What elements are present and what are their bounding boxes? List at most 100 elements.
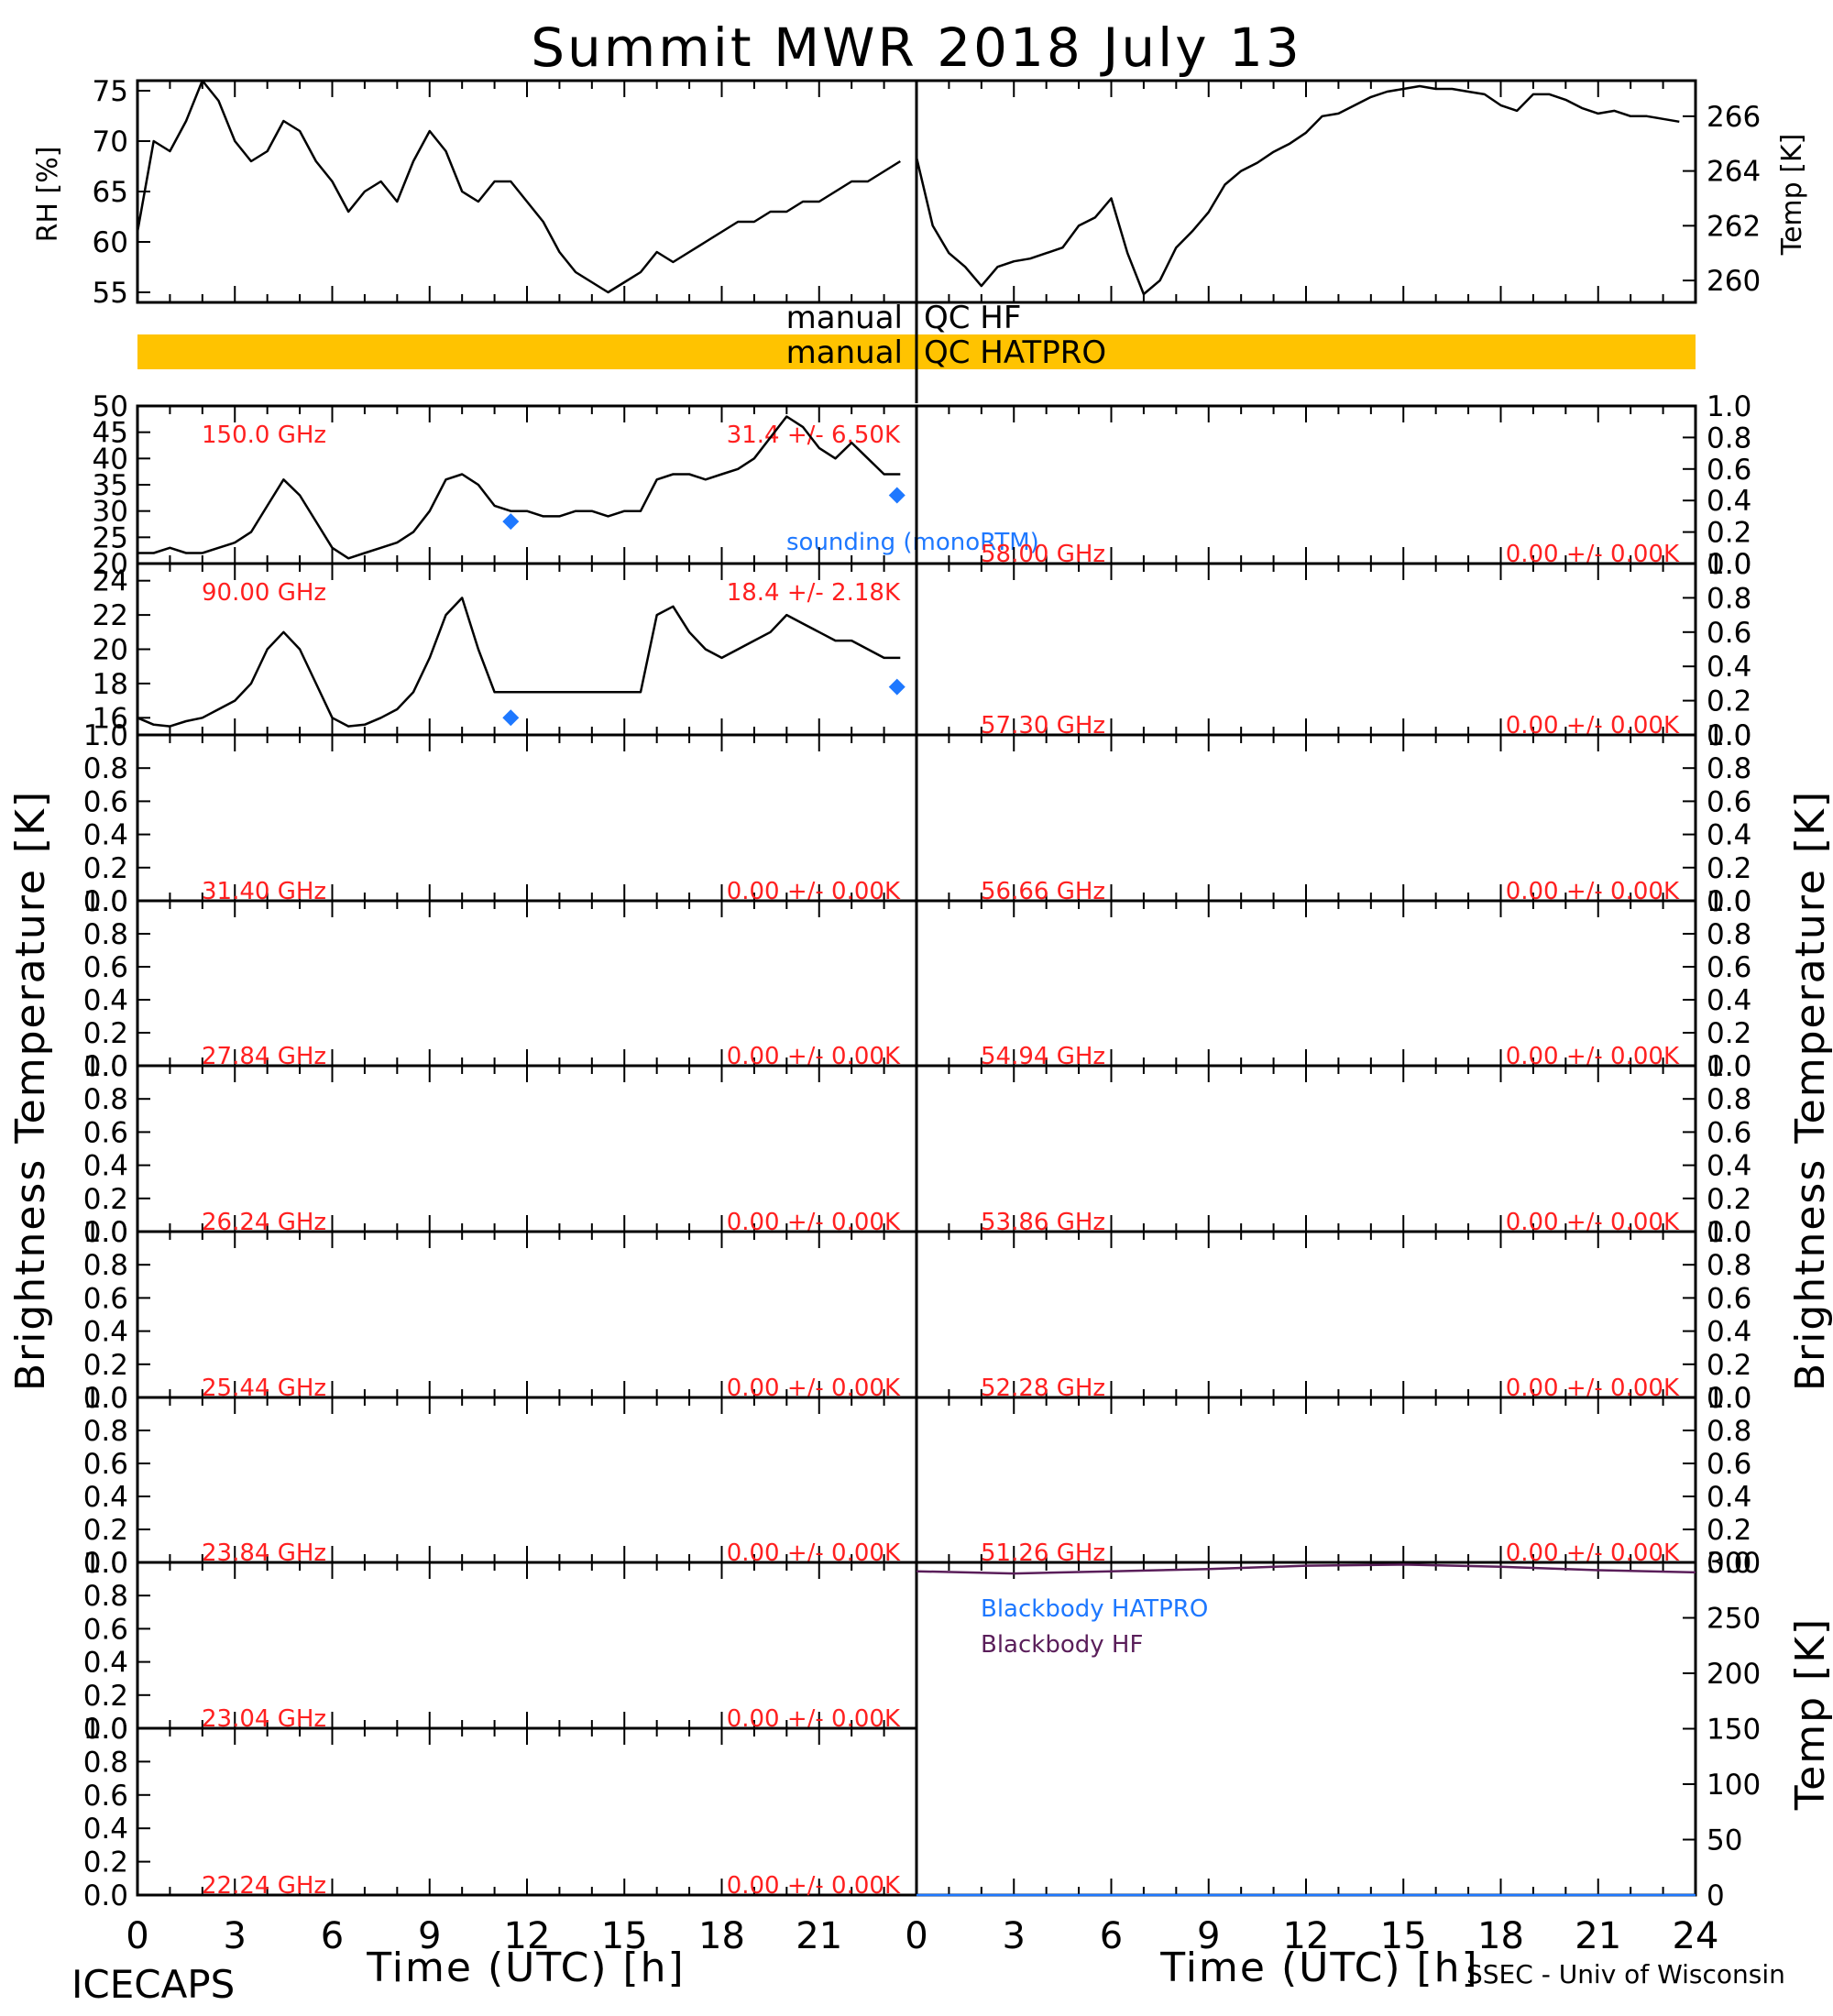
x-tick-label: 0 xyxy=(905,1915,927,1957)
y-tick-label: 22 xyxy=(93,599,128,632)
series-line-blackbody-hf xyxy=(916,1563,1696,1575)
data-trace xyxy=(915,84,1680,296)
y-tick-label: 0.0 xyxy=(83,885,128,918)
y-tick-label: 50 xyxy=(1707,1824,1742,1857)
y-tick-label: 0.4 xyxy=(1707,485,1751,518)
data-trace xyxy=(136,79,901,294)
y-tick-label: 0.6 xyxy=(1707,951,1751,984)
y-tick-label: 20 xyxy=(93,548,128,581)
x-tick-label: 9 xyxy=(1197,1915,1220,1957)
y-tick-label: 250 xyxy=(1707,1603,1761,1636)
y-tick-label: 0.2 xyxy=(1707,1349,1751,1382)
y-tick-label: 0.8 xyxy=(1707,1415,1751,1448)
panel-27-84-ghz: 0.00.20.40.60.81.027.84 GHz 0.00 +/- 0.00… xyxy=(83,885,918,1083)
y-tick-label: 0.0 xyxy=(1707,1382,1751,1415)
channel-frequency-label: 22.24 GHz xyxy=(202,1872,326,1900)
channel-stats-label: 31.4 +/- 6.50K xyxy=(727,422,901,449)
y-tick-label: 75 xyxy=(93,75,128,108)
y-tick-label: 0.6 xyxy=(1707,1282,1751,1315)
y-tick-label: 1.0 xyxy=(1707,719,1751,752)
panel-blackbody: 0 50 100 150 200 250 300 xyxy=(915,1547,1761,1912)
y-tick-label: 1.0 xyxy=(83,719,128,752)
y-tick-label: 0 xyxy=(1707,1879,1725,1912)
y-tick-label: 0.4 xyxy=(1707,984,1751,1017)
y-tick-label: 150 xyxy=(1707,1714,1761,1747)
x-tick-label: 12 xyxy=(1283,1915,1330,1957)
y-tick-label: 0.4 xyxy=(1707,819,1751,852)
y-tick-label: 0.2 xyxy=(1707,1017,1751,1050)
y-tick-label: 264 xyxy=(1707,156,1761,189)
panel-frame xyxy=(915,1230,1697,1399)
y-tick-label: 0.4 xyxy=(83,819,128,852)
panel-22-24-ghz: 0.00.20.40.60.81.022.24 GHz 0.00 +/- 0.00… xyxy=(83,1713,918,1912)
y-tick-label: 70 xyxy=(93,126,128,159)
y-tick-label: 1.0 xyxy=(83,1382,128,1415)
channel-frequency-label: 150.0 GHz xyxy=(202,422,326,449)
y-tick-label: 1.0 xyxy=(1707,390,1751,423)
channel-stats-label: 18.4 +/- 2.18K xyxy=(727,579,901,607)
x-tick-label: 12 xyxy=(504,1915,551,1957)
y-tick-label: 0.2 xyxy=(83,1017,128,1050)
y-tick-label: 0.6 xyxy=(83,1613,128,1646)
x-tick-label: 18 xyxy=(698,1915,745,1957)
y-tick-label: 0.0 xyxy=(1707,1547,1751,1580)
y-tick-label: 16 xyxy=(93,702,128,735)
y-tick-label: 45 xyxy=(93,417,128,450)
panel-frame xyxy=(136,1396,918,1564)
y-tick-label: 0.2 xyxy=(1707,517,1751,550)
y-tick-label: 0.6 xyxy=(1707,1116,1751,1149)
y-tick-label: 0.4 xyxy=(83,984,128,1017)
y-tick-label: 24 xyxy=(93,565,128,598)
x-tick-label: 24 xyxy=(1673,1915,1719,1957)
panel-25-44-ghz: 0.00.20.40.60.81.025.44 GHz 0.00 +/- 0.00… xyxy=(83,1216,918,1415)
sounding-point xyxy=(888,678,906,696)
y-tick-label: 0.2 xyxy=(1707,852,1751,885)
x-tick-label: 9 xyxy=(418,1915,441,1957)
y-tick-label: 0.0 xyxy=(1707,885,1751,918)
panel-54-94-ghz: 0.00.20.40.60.81.054.94 GHz 0.00 +/- 0.00… xyxy=(915,885,1751,1083)
blackbody-hatpro-label: Blackbody HATPRO xyxy=(981,1595,1208,1623)
y-tick-label: 0.6 xyxy=(83,1448,128,1481)
y-tick-label: 0.8 xyxy=(83,1580,128,1613)
panel-31-40-ghz: 0.00.20.40.60.81.031.40 GHz 0.00 +/- 0.00… xyxy=(83,719,918,918)
y-tick-label: 30 xyxy=(93,496,128,529)
y-tick-label: 65 xyxy=(93,176,128,209)
y-tick-label: 0.2 xyxy=(83,852,128,885)
y-tick-label: 266 xyxy=(1707,101,1761,134)
panel-frame xyxy=(915,899,1697,1068)
y-tick-label: 0.2 xyxy=(83,1514,128,1547)
y-tick-label: 262 xyxy=(1707,210,1761,243)
y-tick-label: 0.0 xyxy=(83,1050,128,1083)
y-tick-label: 0.8 xyxy=(83,1746,128,1779)
y-tick-label: 1.0 xyxy=(83,885,128,918)
y-tick-label: 1.0 xyxy=(1707,1216,1751,1249)
x-tick-label: 6 xyxy=(321,1915,344,1957)
y-tick-label: 40 xyxy=(93,443,128,476)
qc-hatpro-label-right: QC HATPRO xyxy=(924,334,1106,371)
data-trace xyxy=(137,597,901,728)
x-tick-label: 0 xyxy=(126,1915,148,1957)
y-tick-label: 0.0 xyxy=(83,1879,128,1912)
panel-53-86-ghz: 0.00.20.40.60.81.053.86 GHz 0.00 +/- 0.00… xyxy=(915,1050,1751,1249)
y-tick-label: 0.2 xyxy=(1707,1514,1751,1547)
y-tick-label: 1.0 xyxy=(83,1216,128,1249)
panel-frame xyxy=(136,1561,918,1730)
x-tick-label: 3 xyxy=(224,1915,247,1957)
channel-frequency-label: 90.00 GHz xyxy=(202,579,326,607)
panel-frame xyxy=(136,1064,918,1233)
blackbody-temp-axis-label: Temp [K] xyxy=(1787,1617,1833,1811)
footer-icecaps: ICECAPS xyxy=(71,1962,235,2007)
panel-56-66-ghz: 0.00.20.40.60.81.056.66 GHz 0.00 +/- 0.00… xyxy=(915,719,1751,918)
x-axis-label-left: Time (UTC) [h] xyxy=(366,1945,685,1991)
y-tick-label: 0.8 xyxy=(83,1083,128,1116)
y-tick-label: 0.4 xyxy=(1707,651,1751,684)
y-tick-label: 0.2 xyxy=(83,1846,128,1879)
y-tick-label: 35 xyxy=(93,469,128,502)
panel-frame xyxy=(136,733,918,903)
rh-axis-label: RH [%] xyxy=(32,147,64,243)
panel-26-24-ghz: 0.00.20.40.60.81.026.24 GHz 0.00 +/- 0.00… xyxy=(83,1050,918,1249)
y-tick-label: 0.8 xyxy=(1707,1083,1751,1116)
y-tick-label: 0.4 xyxy=(1707,1316,1751,1349)
y-tick-label: 18 xyxy=(93,668,128,701)
